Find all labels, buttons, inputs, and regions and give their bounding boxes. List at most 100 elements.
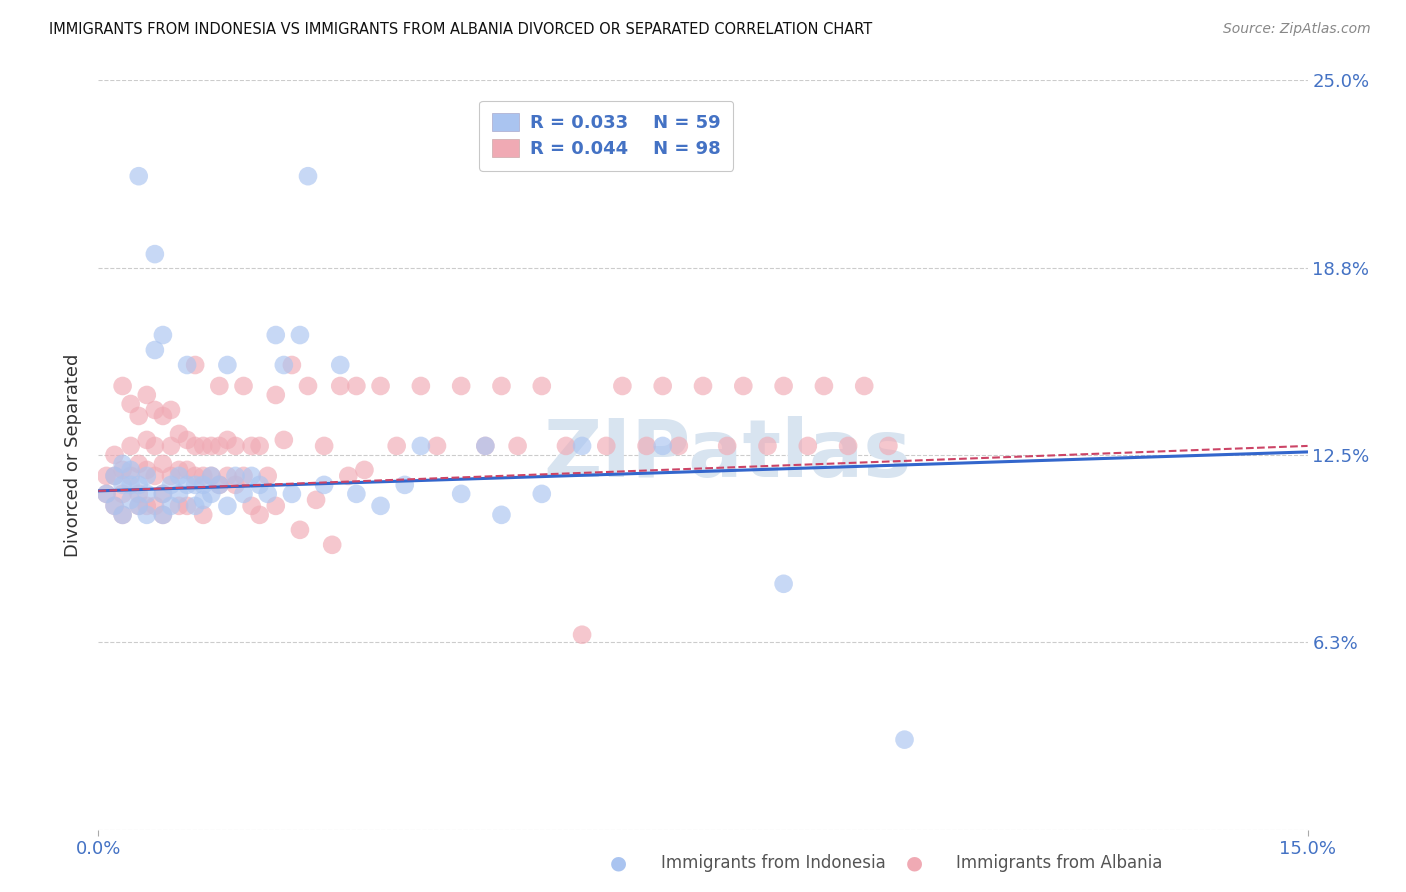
Point bbox=[208, 439, 231, 453]
Text: Immigrants from Indonesia: Immigrants from Indonesia bbox=[661, 855, 886, 872]
Point bbox=[530, 487, 553, 501]
Point bbox=[152, 508, 174, 522]
Point bbox=[111, 379, 134, 393]
Point bbox=[893, 732, 915, 747]
Point bbox=[612, 379, 634, 393]
Text: ZIPatlas: ZIPatlas bbox=[543, 416, 911, 494]
Point bbox=[232, 469, 254, 483]
Point bbox=[128, 499, 150, 513]
Point bbox=[128, 457, 150, 471]
Point bbox=[506, 439, 529, 453]
Point bbox=[120, 463, 142, 477]
Point bbox=[240, 469, 263, 483]
Point bbox=[176, 499, 198, 513]
Point bbox=[128, 409, 150, 423]
Point bbox=[249, 478, 271, 492]
Point bbox=[184, 478, 207, 492]
Point bbox=[103, 448, 125, 462]
Point bbox=[200, 469, 222, 483]
Point bbox=[692, 379, 714, 393]
Point bbox=[160, 469, 183, 483]
Text: ●: ● bbox=[610, 854, 627, 872]
Point bbox=[193, 478, 215, 492]
Point bbox=[329, 358, 352, 372]
Point bbox=[329, 379, 352, 393]
Point bbox=[385, 439, 408, 453]
Point bbox=[281, 487, 304, 501]
Point bbox=[394, 478, 416, 492]
Point bbox=[314, 439, 336, 453]
Point bbox=[135, 499, 157, 513]
Point bbox=[167, 469, 190, 483]
Point bbox=[571, 439, 593, 453]
Point bbox=[143, 439, 166, 453]
Text: Immigrants from Albania: Immigrants from Albania bbox=[956, 855, 1163, 872]
Point bbox=[160, 478, 183, 492]
Point bbox=[813, 379, 835, 393]
Point bbox=[370, 379, 392, 393]
Point bbox=[305, 492, 328, 507]
Point bbox=[491, 508, 513, 522]
Point bbox=[143, 469, 166, 483]
Point bbox=[256, 469, 278, 483]
Point bbox=[96, 487, 118, 501]
Point bbox=[651, 379, 673, 393]
Point bbox=[135, 433, 157, 447]
Point bbox=[103, 469, 125, 483]
Point bbox=[96, 487, 118, 501]
Point bbox=[135, 388, 157, 402]
Point bbox=[256, 487, 278, 501]
Point bbox=[143, 403, 166, 417]
Point bbox=[103, 499, 125, 513]
Point bbox=[143, 247, 166, 261]
Point bbox=[128, 487, 150, 501]
Point bbox=[474, 439, 496, 453]
Point bbox=[184, 469, 207, 483]
Point bbox=[111, 508, 134, 522]
Point bbox=[120, 478, 142, 492]
Point bbox=[370, 499, 392, 513]
Point bbox=[103, 499, 125, 513]
Point bbox=[208, 478, 231, 492]
Point bbox=[200, 469, 222, 483]
Point bbox=[249, 508, 271, 522]
Point bbox=[571, 628, 593, 642]
Point bbox=[111, 457, 134, 471]
Text: IMMIGRANTS FROM INDONESIA VS IMMIGRANTS FROM ALBANIA DIVORCED OR SEPARATED CORRE: IMMIGRANTS FROM INDONESIA VS IMMIGRANTS … bbox=[49, 22, 873, 37]
Text: ●: ● bbox=[905, 854, 922, 872]
Point bbox=[249, 439, 271, 453]
Point bbox=[853, 379, 876, 393]
Point bbox=[208, 379, 231, 393]
Point bbox=[184, 439, 207, 453]
Point bbox=[193, 469, 215, 483]
Point bbox=[193, 508, 215, 522]
Point bbox=[208, 478, 231, 492]
Point bbox=[321, 538, 343, 552]
Point bbox=[772, 379, 794, 393]
Point bbox=[217, 469, 239, 483]
Point bbox=[281, 358, 304, 372]
Point bbox=[135, 469, 157, 483]
Point bbox=[450, 379, 472, 393]
Point bbox=[152, 487, 174, 501]
Point bbox=[160, 403, 183, 417]
Point bbox=[491, 379, 513, 393]
Point bbox=[176, 433, 198, 447]
Point bbox=[135, 508, 157, 522]
Point bbox=[135, 487, 157, 501]
Y-axis label: Divorced or Separated: Divorced or Separated bbox=[65, 353, 83, 557]
Point bbox=[273, 433, 295, 447]
Point bbox=[756, 439, 779, 453]
Point bbox=[193, 492, 215, 507]
Point bbox=[184, 358, 207, 372]
Point bbox=[167, 499, 190, 513]
Point bbox=[200, 439, 222, 453]
Point bbox=[152, 457, 174, 471]
Point bbox=[160, 439, 183, 453]
Point bbox=[120, 397, 142, 411]
Point bbox=[135, 463, 157, 477]
Point bbox=[224, 439, 246, 453]
Point bbox=[184, 499, 207, 513]
Point bbox=[232, 487, 254, 501]
Point bbox=[409, 439, 432, 453]
